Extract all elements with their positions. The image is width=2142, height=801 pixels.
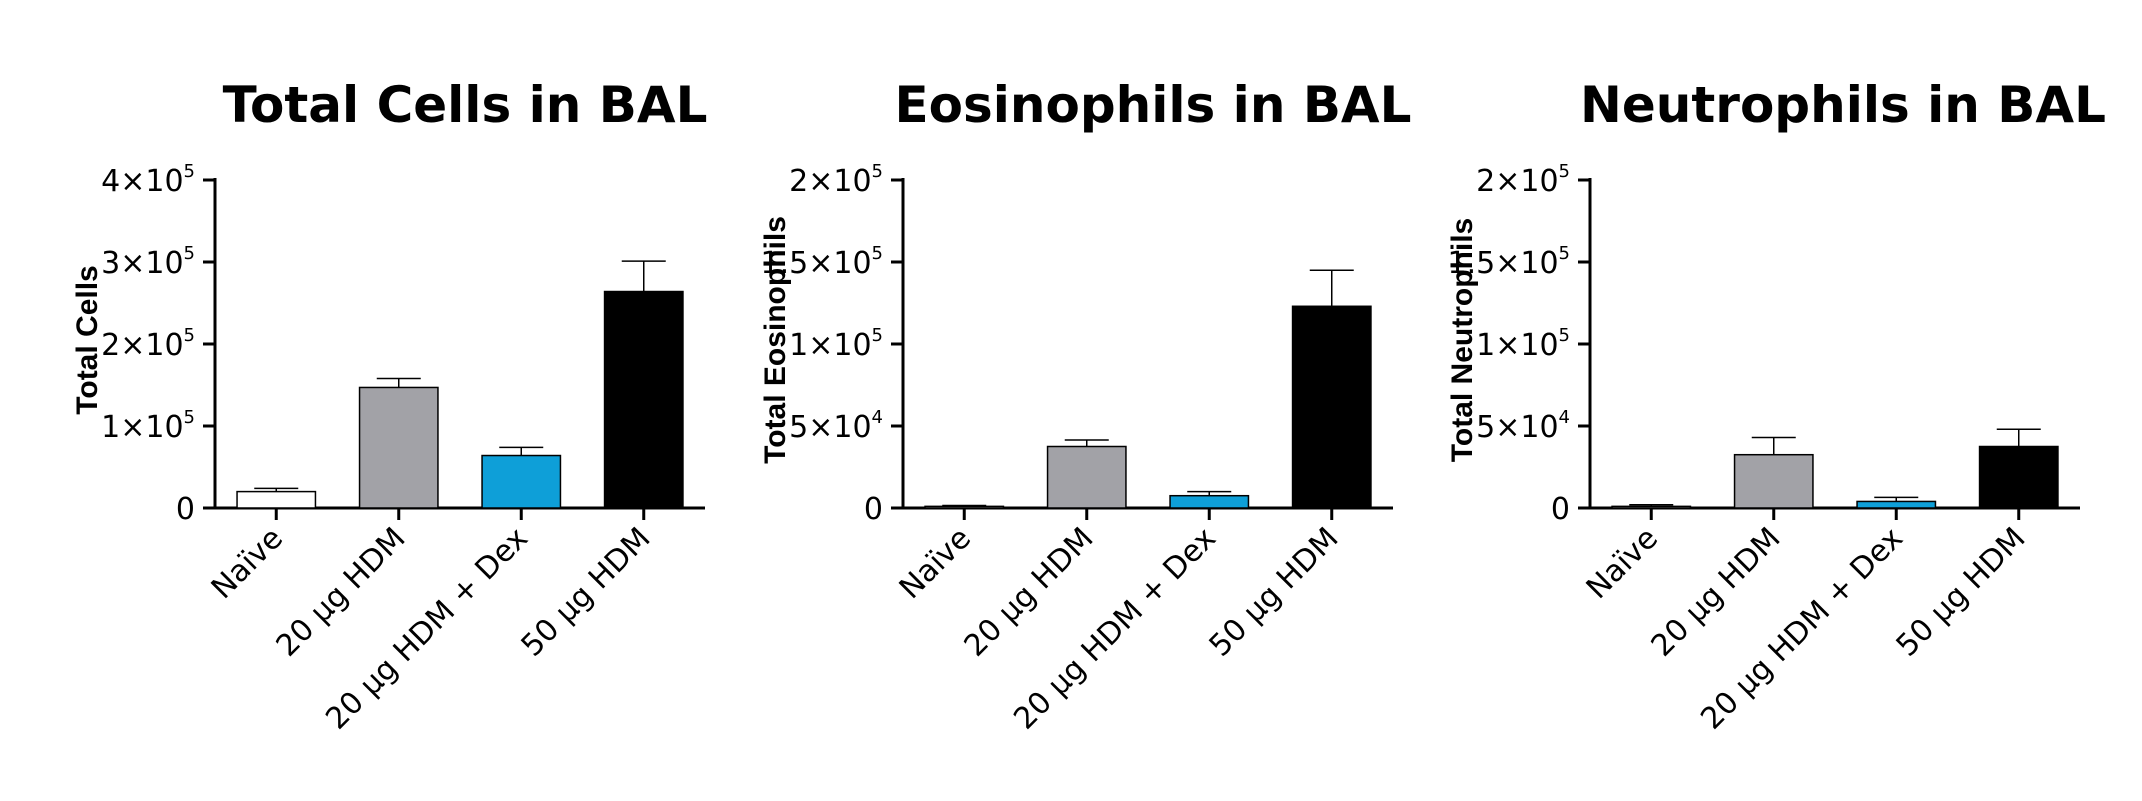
x-tick-label: 50 µg HDM [515,521,658,664]
y-tick-label: 1×105 [1476,325,1570,363]
y-axis-label: Total Cells [71,265,104,414]
y-tick-label: 5×104 [1476,407,1570,445]
bar-20ug-hdm [1046,445,1127,509]
x-tick-label: 50 µg HDM [1203,521,1346,664]
y-tick-label: 1×105 [789,325,883,363]
chart-title: Neutrophils in BAL [1580,76,2106,134]
y-tick-label: 2×105 [789,161,883,199]
chart-panel-eosinophils: Eosinophils in BAL Total Eosinophils 0 5×… [759,76,1412,737]
y-tick-label: 1×105 [101,407,195,445]
y-axis-label: Total Eosinophils [759,216,792,464]
y-tick-label: 4×105 [101,161,195,199]
bar-naive [924,505,1005,509]
y-tick-label: 2×105 [1476,161,1570,199]
y-tick-label: 1.5×105 [761,243,883,281]
bar-20ug-hdm-dex [1169,494,1250,509]
bar-20ug-hdm-dex [481,454,562,509]
y-tick-label: 3×105 [101,243,195,281]
bar-20ug-hdm [1733,453,1814,509]
bar-20ug-hdm [358,386,439,509]
y-tick-label: 0 [1551,492,1570,527]
bar-50ug-hdm [1978,445,2059,509]
x-tick-label: 20 µg HDM + Dex [1007,521,1223,737]
chart-panel-total-cells: Total Cells in BAL Total Cells 0 1×105 2×1… [71,76,707,737]
chart-title: Eosinophils in BAL [895,76,1412,134]
bar-naive [1611,505,1692,509]
y-axis-label: Total Neutrophils [1446,218,1479,462]
x-tick-label: Naïve [1580,521,1665,606]
bar-naive [236,490,317,509]
bar-50ug-hdm [1291,305,1372,509]
x-tick-label: 20 µg HDM + Dex [319,521,535,737]
x-tick-label: 20 µg HDM + Dex [1694,521,1910,737]
y-tick-label: 2×105 [101,325,195,363]
y-tick-label: 1.5×105 [1448,243,1570,281]
x-tick-label: Naïve [205,521,290,606]
y-tick-label: 0 [864,492,883,527]
y-tick-label: 5×104 [789,407,883,445]
x-tick-label: 50 µg HDM [1890,521,2033,664]
chart-panel-neutrophils: Neutrophils in BAL Total Neutrophils 0 5×… [1446,76,2106,737]
bar-50ug-hdm [603,290,684,509]
chart-title: Total Cells in BAL [223,76,708,134]
x-tick-label: Naïve [893,521,978,606]
bar-20ug-hdm-dex [1856,500,1937,509]
y-tick-label: 0 [176,492,195,527]
